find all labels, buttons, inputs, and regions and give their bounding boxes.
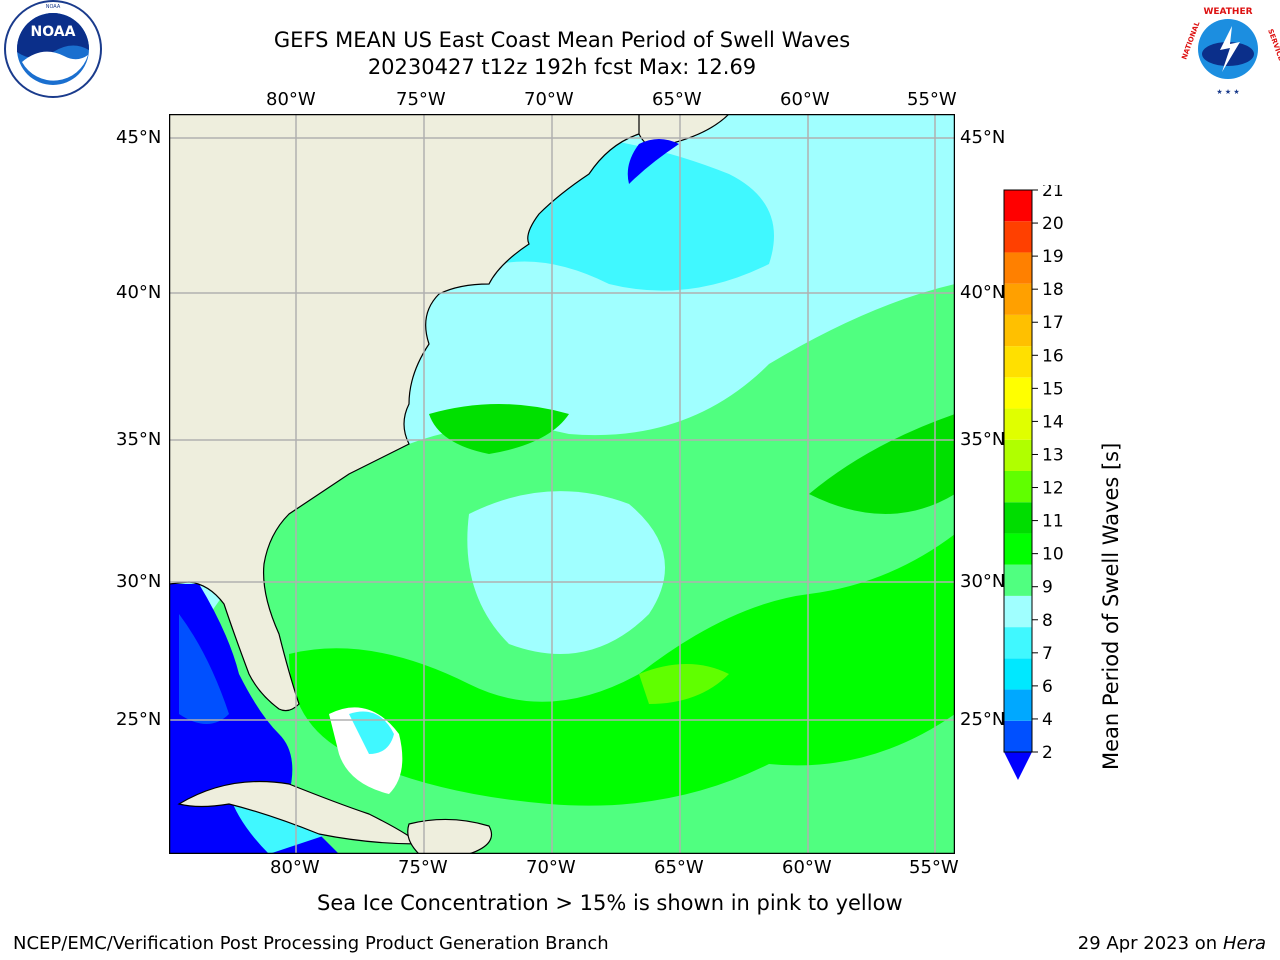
colorbar-tick-label: 14 — [1042, 412, 1064, 432]
svg-text:WEATHER: WEATHER — [1203, 7, 1252, 17]
lon-label-bottom-80w: 80°W — [270, 857, 320, 878]
colorbar-tick-label: 15 — [1042, 379, 1064, 399]
colorbar-tick-label: 9 — [1042, 578, 1053, 598]
lon-label-bottom-60w: 60°W — [782, 857, 832, 878]
colorbar-tick-label: 19 — [1042, 247, 1064, 267]
noaa-logo-text: NOAA — [31, 24, 76, 40]
swell-10-11s-region — [289, 534, 955, 806]
colorbar-tick-label: 16 — [1042, 346, 1064, 366]
colorbar-tick-label: 11 — [1042, 512, 1064, 532]
svg-text:★ ★ ★: ★ ★ ★ — [1216, 88, 1239, 96]
swell-8-9s-central — [467, 491, 665, 654]
lon-label-top-80w: 80°W — [266, 89, 316, 110]
sea-ice-note: Sea Ice Concentration > 15% is shown in … — [317, 891, 903, 915]
lat-label-left-40n: 40°N — [116, 282, 162, 303]
colorbar-segment — [1004, 595, 1032, 628]
colorbar-segment — [1004, 377, 1032, 409]
colorbar-segment — [1004, 314, 1032, 347]
colorbar-segment — [1004, 283, 1032, 315]
colorbar-tick-label: 21 — [1042, 185, 1064, 201]
colorbar-tick-label: 7 — [1042, 644, 1053, 664]
svg-text:NOAA: NOAA — [46, 4, 61, 10]
colorbar-segment — [1004, 502, 1032, 534]
map-subtitle: 20230427 t12z 192h fcst Max: 12.69 — [367, 55, 757, 79]
lat-label-right-25n: 25°N — [960, 709, 1006, 730]
colorbar-tick-label: 10 — [1042, 545, 1064, 565]
lat-label-left-25n: 25°N — [116, 709, 162, 730]
colorbar-tick-label: 6 — [1042, 677, 1053, 697]
colorbar-tick-label: 17 — [1042, 313, 1064, 333]
colorbar-segment — [1004, 627, 1032, 659]
colorbar-segment — [1004, 720, 1032, 752]
colorbar: 2 4 6 7 8 9 10 11 12 13 14 15 16 17 18 19 20 21 — [1000, 181, 1080, 785]
graticule — [169, 114, 955, 854]
lat-label-right-30n: 30°N — [960, 571, 1006, 592]
colorbar-segment — [1004, 221, 1032, 253]
land-hispaniola — [407, 818, 493, 855]
lon-label-bottom-70w: 70°W — [526, 857, 576, 878]
map-panel — [168, 113, 956, 855]
colorbar-tick-label: 13 — [1042, 445, 1064, 465]
footer-right: 29 Apr 2023 on Hera — [1078, 933, 1266, 954]
colorbar-tick-label: 12 — [1042, 479, 1064, 499]
colorbar-tick-label: 2 — [1042, 743, 1053, 763]
colorbar-segment — [1004, 658, 1032, 690]
map-title: GEFS MEAN US East Coast Mean Period of S… — [273, 28, 851, 52]
colorbar-segment — [1004, 346, 1032, 378]
land-eastern-us — [168, 113, 645, 712]
noaa-logo: NOAA NOAA — [2, 0, 104, 100]
colorbar-label: Mean Period of Swell Waves [s] — [1099, 442, 1123, 770]
lon-label-bottom-55w: 55°W — [909, 857, 959, 878]
colorbar-extend-triangle — [1004, 752, 1032, 780]
lon-label-top-60w: 60°W — [780, 89, 830, 110]
colorbar-segment — [1004, 439, 1032, 471]
colorbar-segment — [1004, 689, 1032, 721]
lat-label-right-45n: 45°N — [960, 127, 1006, 148]
colorbar-segment — [1004, 564, 1032, 596]
footer-date: 29 Apr 2023 on — [1077, 933, 1223, 954]
lon-label-bottom-75w: 75°W — [398, 857, 448, 878]
lat-label-left-35n: 35°N — [116, 429, 162, 450]
nws-logo: WEATHER ★ ★ ★ NATIONAL SERVICE — [1176, 0, 1280, 100]
colorbar-segment — [1004, 533, 1032, 565]
map-canvas — [168, 113, 956, 855]
colorbar-segment — [1004, 471, 1032, 503]
colorbar-tick-label: 18 — [1042, 280, 1064, 300]
colorbar-tick-label: 8 — [1042, 611, 1053, 631]
lat-label-left-45n: 45°N — [116, 127, 162, 148]
lon-label-top-55w: 55°W — [907, 89, 957, 110]
colorbar-segment — [1004, 252, 1032, 284]
lon-label-bottom-65w: 65°W — [654, 857, 704, 878]
lat-label-left-30n: 30°N — [116, 571, 162, 592]
colorbar-segment — [1004, 190, 1032, 222]
colorbar-tick-label: 20 — [1042, 214, 1064, 234]
map-frame — [168, 113, 956, 855]
footer-host: Hera — [1222, 933, 1266, 954]
lon-label-top-65w: 65°W — [652, 89, 702, 110]
lon-label-top-75w: 75°W — [396, 89, 446, 110]
lat-label-right-35n: 35°N — [960, 429, 1006, 450]
gulf-low-swell — [169, 584, 293, 814]
footer-left: NCEP/EMC/Verification Post Processing Pr… — [13, 933, 609, 954]
colorbar-segment — [1004, 408, 1032, 440]
lat-label-right-40n: 40°N — [960, 282, 1006, 303]
lon-label-top-70w: 70°W — [524, 89, 574, 110]
colorbar-tick-label: 4 — [1042, 710, 1053, 730]
